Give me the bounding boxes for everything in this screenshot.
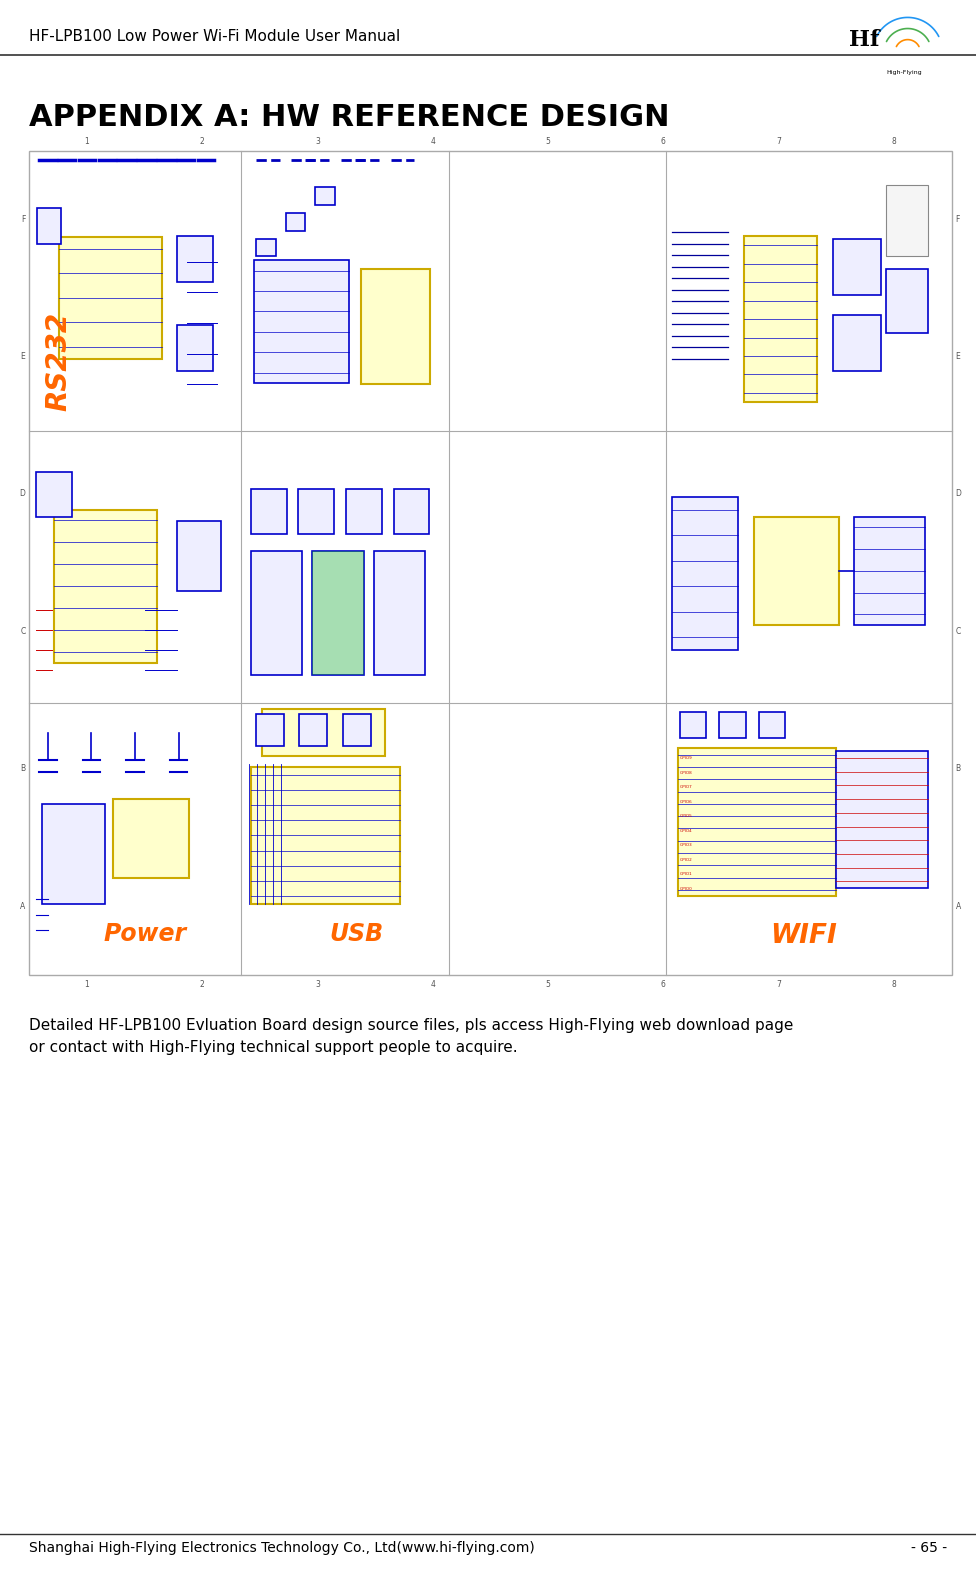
Bar bbox=[256, 239, 275, 257]
Text: GPIO9: GPIO9 bbox=[680, 756, 693, 761]
Bar bbox=[678, 748, 835, 896]
Bar bbox=[177, 521, 221, 591]
Text: F: F bbox=[21, 214, 25, 223]
Text: 8: 8 bbox=[892, 980, 896, 989]
Bar bbox=[343, 715, 371, 747]
Text: 3: 3 bbox=[315, 980, 320, 989]
Bar bbox=[315, 187, 335, 206]
Text: 4: 4 bbox=[430, 980, 435, 989]
Bar bbox=[680, 712, 707, 739]
Text: 7: 7 bbox=[776, 136, 781, 146]
Bar bbox=[672, 496, 738, 650]
Text: GPIO6: GPIO6 bbox=[680, 800, 693, 804]
Bar bbox=[754, 517, 838, 626]
Text: D: D bbox=[956, 490, 961, 499]
Text: 4: 4 bbox=[430, 136, 435, 146]
Bar bbox=[113, 799, 188, 878]
Bar bbox=[393, 490, 429, 534]
Text: GPIO2: GPIO2 bbox=[680, 857, 693, 862]
Text: GPIO0: GPIO0 bbox=[680, 888, 693, 891]
Text: 5: 5 bbox=[546, 136, 550, 146]
Text: 6: 6 bbox=[661, 136, 666, 146]
Text: B: B bbox=[20, 764, 25, 773]
Bar bbox=[312, 552, 364, 675]
Text: WIFI: WIFI bbox=[770, 922, 837, 949]
Text: Detailed HF-LPB100 Evluation Board design source files, pls access High-Flying w: Detailed HF-LPB100 Evluation Board desig… bbox=[29, 1018, 793, 1056]
Bar bbox=[312, 552, 364, 675]
Text: 7: 7 bbox=[776, 980, 781, 989]
Text: A: A bbox=[20, 902, 25, 911]
Bar bbox=[346, 490, 382, 534]
Text: APPENDIX A: HW REFERENCE DESIGN: APPENDIX A: HW REFERENCE DESIGN bbox=[29, 103, 670, 132]
Bar bbox=[59, 236, 162, 360]
Bar bbox=[854, 517, 925, 626]
Text: Shanghai High-Flying Electronics Technology Co., Ltd(www.hi-flying.com): Shanghai High-Flying Electronics Technol… bbox=[29, 1541, 535, 1555]
Text: USB: USB bbox=[329, 922, 384, 946]
Text: 5: 5 bbox=[546, 980, 550, 989]
Bar bbox=[834, 315, 880, 371]
Text: E: E bbox=[956, 352, 960, 361]
Bar bbox=[361, 269, 430, 384]
Bar bbox=[835, 751, 928, 888]
Bar bbox=[42, 804, 105, 903]
Bar bbox=[251, 552, 303, 675]
Bar bbox=[177, 325, 213, 371]
Bar bbox=[177, 236, 213, 282]
Bar bbox=[300, 715, 327, 747]
Bar bbox=[251, 490, 287, 534]
Text: Power: Power bbox=[103, 922, 186, 946]
Text: 6: 6 bbox=[661, 980, 666, 989]
Bar bbox=[286, 212, 305, 231]
Bar bbox=[256, 715, 284, 747]
Text: RS232: RS232 bbox=[44, 311, 72, 411]
Text: 2: 2 bbox=[200, 136, 205, 146]
Bar bbox=[29, 151, 952, 975]
Text: GPIO4: GPIO4 bbox=[680, 829, 693, 832]
Text: B: B bbox=[956, 764, 960, 773]
Text: D: D bbox=[20, 490, 25, 499]
Text: 2: 2 bbox=[200, 980, 205, 989]
Bar bbox=[251, 767, 399, 903]
Bar bbox=[262, 708, 385, 756]
Text: HF-LPB100 Low Power Wi-Fi Module User Manual: HF-LPB100 Low Power Wi-Fi Module User Ma… bbox=[29, 30, 400, 44]
Bar bbox=[886, 269, 928, 333]
Text: GPIO3: GPIO3 bbox=[680, 843, 693, 848]
Text: C: C bbox=[20, 626, 25, 636]
Bar bbox=[36, 472, 72, 517]
Text: A: A bbox=[956, 902, 960, 911]
Text: 1: 1 bbox=[85, 980, 89, 989]
Text: C: C bbox=[956, 626, 960, 636]
Text: E: E bbox=[20, 352, 25, 361]
Text: F: F bbox=[956, 214, 959, 223]
Bar bbox=[254, 260, 349, 384]
Bar bbox=[374, 552, 426, 675]
Bar bbox=[744, 236, 818, 403]
Bar bbox=[54, 509, 157, 663]
Bar bbox=[834, 239, 880, 295]
Bar bbox=[37, 208, 61, 244]
Text: 8: 8 bbox=[892, 136, 896, 146]
Text: GPIO5: GPIO5 bbox=[680, 815, 693, 818]
Text: GPIO1: GPIO1 bbox=[680, 872, 693, 877]
Text: GPIO8: GPIO8 bbox=[680, 770, 693, 775]
Text: High-Flying: High-Flying bbox=[886, 70, 922, 74]
Bar bbox=[886, 185, 928, 257]
Text: 3: 3 bbox=[315, 136, 320, 146]
Bar bbox=[299, 490, 334, 534]
Bar bbox=[719, 712, 746, 739]
Text: Hf: Hf bbox=[849, 29, 879, 51]
Text: - 65 -: - 65 - bbox=[911, 1541, 947, 1555]
Text: 1: 1 bbox=[85, 136, 89, 146]
Bar bbox=[759, 712, 786, 739]
Text: GPIO7: GPIO7 bbox=[680, 785, 693, 789]
